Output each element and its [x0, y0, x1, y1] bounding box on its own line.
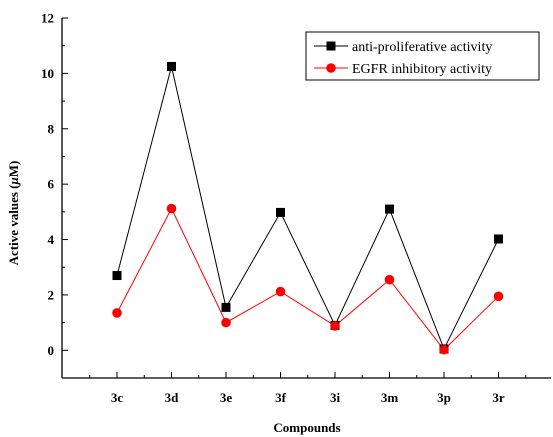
data-point-square	[112, 271, 122, 281]
x-tick-label: 3c	[111, 390, 124, 405]
data-point-square	[385, 204, 394, 214]
x-tick-label: 3m	[381, 390, 399, 405]
y-tick-label: 6	[48, 177, 55, 192]
data-point-circle	[493, 291, 504, 302]
data-point-circle	[439, 344, 449, 355]
data-point-circle	[112, 308, 122, 318]
data-point-circle	[330, 321, 340, 331]
x-tick-label: 3p	[437, 390, 451, 405]
data-point-circle	[166, 203, 177, 214]
data-point-circle	[275, 286, 286, 297]
data-point-square	[167, 61, 176, 71]
x-axis-ticks: 3c 3d 3e 3f 3i 3m 3p 3r	[89, 372, 527, 405]
y-tick-label: 12	[41, 11, 54, 26]
legend: anti-proliferative activity EGFR inhibito…	[305, 31, 540, 81]
y-tick-label: 2	[48, 287, 55, 302]
x-axis-title: Compounds	[273, 420, 340, 435]
data-point-circle	[221, 317, 231, 328]
legend-label: EGFR inhibitory activity	[352, 62, 492, 77]
x-tick-label: 3i	[330, 390, 341, 405]
x-tick-label: 3d	[165, 390, 180, 405]
y-tick-label: 0	[48, 343, 55, 358]
data-point-circle	[384, 274, 395, 285]
series-lines	[116, 66, 499, 351]
axes	[61, 18, 551, 379]
legend-label: anti-proliferative activity	[352, 40, 492, 55]
y-tick-label: 8	[48, 121, 55, 136]
y-axis-title: Active values (μM)	[6, 161, 21, 266]
data-point-square	[494, 234, 503, 244]
series-line	[116, 66, 499, 351]
y-axis-ticks: 0 2 4 6 8 10 12	[41, 11, 68, 379]
x-tick-label: 3r	[492, 390, 505, 405]
legend-marker-square	[326, 41, 336, 51]
data-point-square	[221, 302, 231, 312]
y-tick-label: 10	[41, 66, 54, 81]
x-tick-label: 3f	[275, 390, 287, 405]
legend-marker-circle	[326, 63, 336, 73]
x-tick-label: 3e	[220, 390, 233, 405]
series-markers	[112, 61, 504, 355]
series-line	[116, 207, 499, 351]
y-tick-label: 4	[48, 232, 55, 247]
data-point-square	[276, 207, 285, 217]
legend-box	[305, 31, 540, 81]
